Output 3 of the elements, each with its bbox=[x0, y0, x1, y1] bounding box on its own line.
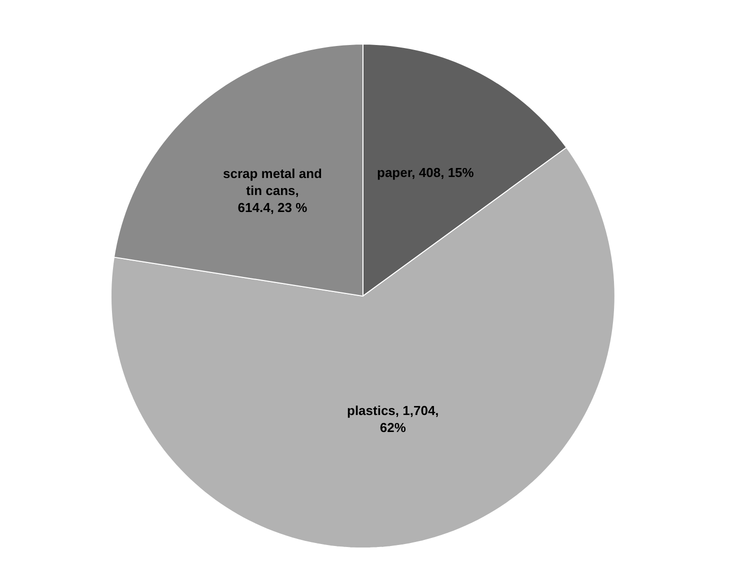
slice-label: paper, 408, 15% bbox=[377, 165, 474, 180]
slice-label: plastics, 1,704, 62% bbox=[347, 403, 439, 435]
slice-label: scrap metal and tin cans, 614.4, 23 % bbox=[223, 166, 322, 215]
